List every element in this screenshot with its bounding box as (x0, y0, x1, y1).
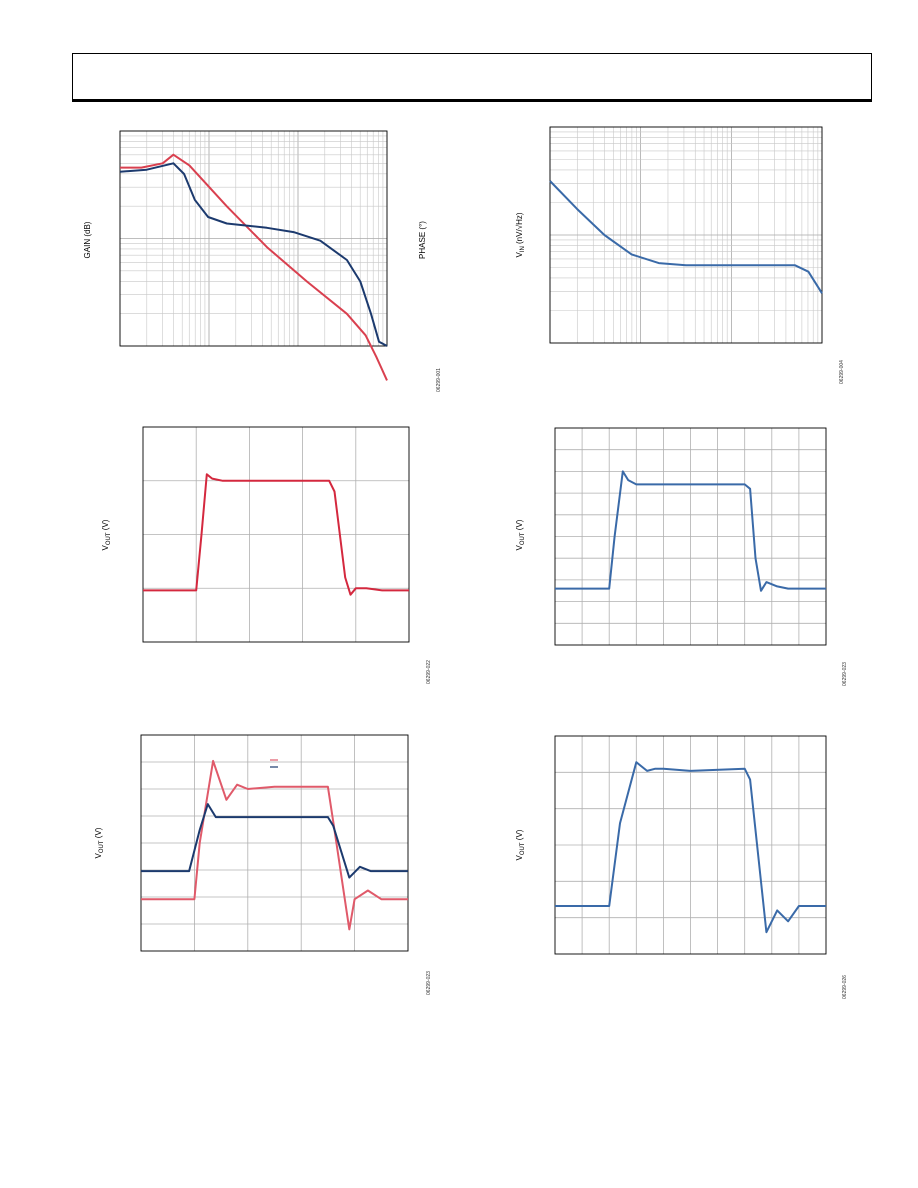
figure-code: 06299-001 (436, 368, 442, 392)
plot-frame (554, 735, 827, 955)
y-axis-label: VOUT (V) (101, 519, 112, 550)
series-line-1 (555, 761, 826, 934)
page-header-box (72, 53, 872, 102)
series-line-1 (120, 153, 388, 381)
y-axis-label: VIN (nV/√Hz) (515, 212, 526, 257)
figure-code: 06299-004 (839, 360, 845, 384)
plot-frame (140, 734, 409, 952)
series-line-2 (119, 162, 388, 347)
y-axis-label: VOUT (V) (515, 519, 526, 550)
series-line-1 (141, 759, 408, 931)
plot-frame (554, 427, 827, 646)
y-axis-label: GAIN (dB) (83, 221, 92, 258)
figure-code: 06299-026 (842, 975, 848, 999)
plot-frame (549, 126, 823, 344)
series-line-1 (555, 470, 826, 592)
series-line-1 (549, 180, 823, 294)
figure-code: 06299-023 (842, 662, 848, 686)
series-line-2 (141, 803, 408, 879)
figure-code: 06299-022 (426, 660, 432, 684)
plot-frame (142, 426, 410, 643)
plot-frame (119, 130, 388, 347)
y-axis-label: VOUT (V) (94, 827, 105, 858)
y2-axis-label: PHASE (°) (418, 221, 427, 259)
figure-code: 06299-023 (426, 971, 432, 995)
series-line-1 (143, 473, 409, 596)
y-axis-label: VOUT (V) (515, 829, 526, 860)
